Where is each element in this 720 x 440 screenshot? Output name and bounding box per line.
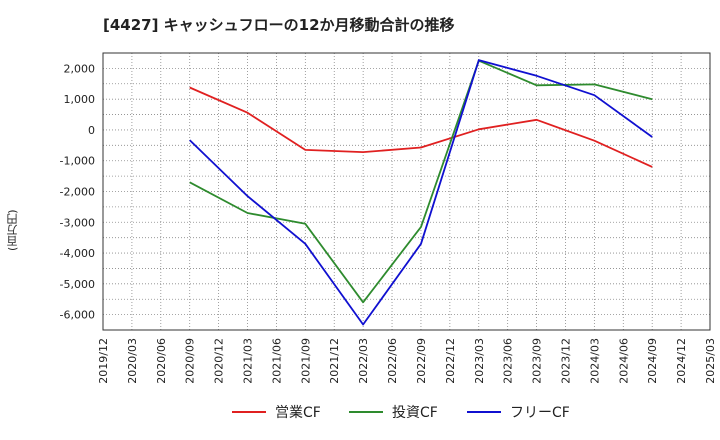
legend-item-free-cf: フリーCF — [467, 402, 570, 422]
x-tick-label: 2020/06 — [155, 338, 168, 384]
x-tick-label: 2020/03 — [126, 338, 139, 384]
x-tick-label: 2023/03 — [473, 338, 486, 384]
y-tick-label: -4,000 — [60, 247, 95, 260]
legend-item-investing-cf: 投資CF — [349, 402, 438, 422]
legend-label-operating-cf: 営業CF — [275, 405, 321, 421]
plot-area-frame — [102, 52, 711, 331]
x-tick-label: 2025/03 — [704, 338, 717, 384]
x-tick-label: 2024/06 — [617, 338, 630, 384]
x-tick-label: 2020/12 — [213, 338, 226, 384]
y-tick-label: 2,000 — [64, 62, 96, 75]
legend-swatch-free-cf — [467, 411, 501, 413]
chart-title: [4427] キャッシュフローの12か月移動合計の推移 — [103, 16, 455, 34]
y-tick-label: -2,000 — [60, 186, 95, 199]
series-line-2 — [189, 59, 653, 326]
y-tick-label: -5,000 — [60, 278, 95, 291]
x-tick-label: 2019/12 — [97, 338, 110, 384]
x-tick-label: 2024/12 — [675, 338, 688, 384]
x-tick-label: 2023/12 — [559, 338, 572, 384]
y-tick-label: 0 — [88, 124, 95, 137]
y-tick-label: 1,000 — [64, 93, 96, 106]
series-line-1 — [189, 59, 653, 304]
x-tick-label: 2023/09 — [531, 338, 544, 384]
y-tick-label: -6,000 — [60, 309, 95, 322]
legend-swatch-operating-cf — [232, 411, 266, 413]
x-tick-label: 2022/06 — [386, 338, 399, 384]
legend-label-investing-cf: 投資CF — [392, 405, 438, 421]
x-tick-label: 2021/12 — [328, 338, 341, 384]
x-tick-label: 2023/06 — [502, 338, 515, 384]
legend-swatch-investing-cf — [349, 411, 383, 413]
y-tick-label: -1,000 — [60, 155, 95, 168]
x-tick-label: 2022/09 — [415, 338, 428, 384]
series-line-0 — [189, 86, 653, 168]
x-tick-label: 2024/09 — [646, 338, 659, 384]
x-tick-label: 2021/09 — [299, 338, 312, 384]
x-tick-label: 2021/03 — [242, 338, 255, 384]
x-tick-label: 2021/06 — [270, 338, 283, 384]
x-tick-label: 2024/03 — [588, 338, 601, 384]
legend: 営業CF 投資CF フリーCF — [0, 402, 720, 428]
legend-label-free-cf: フリーCF — [510, 405, 570, 421]
x-tick-label: 2022/03 — [357, 338, 370, 384]
x-tick-label: 2022/12 — [444, 338, 457, 384]
y-tick-label: -3,000 — [60, 216, 95, 229]
x-tick-label: 2020/09 — [184, 338, 197, 384]
legend-item-operating-cf: 営業CF — [232, 402, 321, 422]
